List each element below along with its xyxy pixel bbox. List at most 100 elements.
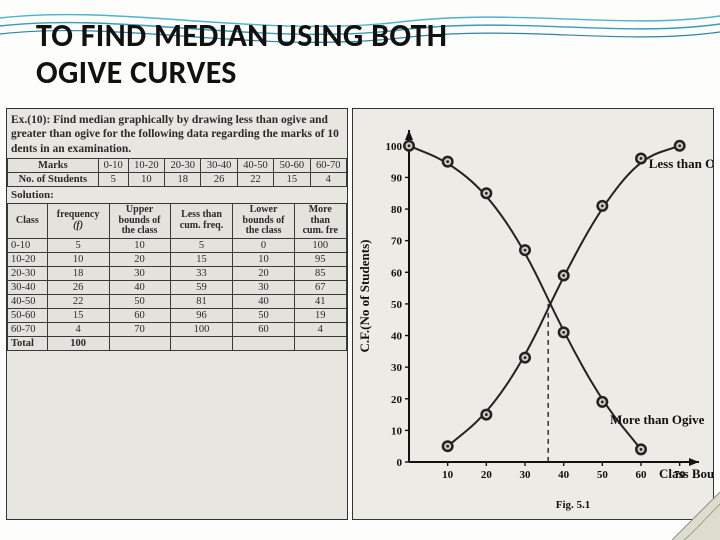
table-cell: 59	[170, 280, 233, 294]
table-row: 0-1051050100	[8, 238, 347, 252]
table-cell: 18	[47, 266, 109, 280]
marks-header-row: Marks 0-10 10-20 20-30 30-40 40-50 50-60…	[8, 159, 347, 173]
title-line-1: TO FIND MEDIAN USING BOTH	[36, 18, 447, 55]
svg-text:100: 100	[386, 141, 403, 153]
table-cell	[170, 336, 233, 350]
table-cell: 5	[47, 238, 109, 252]
ogive-chart: 010203040506070809010010203040506070C.F.…	[353, 109, 713, 519]
table-cell: 40	[233, 294, 294, 308]
exercise-line-2: greater than ogive for the following dat…	[11, 128, 339, 140]
table-cell: 50-60	[8, 308, 48, 322]
freq-header-row: Class frequency(f) Upperbounds ofthe cla…	[8, 204, 347, 239]
table-cell: 70	[109, 322, 170, 336]
table-cell: 10-20	[8, 252, 48, 266]
table-row: 10-201020151095	[8, 252, 347, 266]
page-title: TO FIND MEDIAN USING BOTH OGIVE CURVES	[36, 18, 447, 92]
table-cell: 60	[109, 308, 170, 322]
table-cell: 100	[170, 322, 233, 336]
table-row: 30-402640593067	[8, 280, 347, 294]
marks-table: Marks 0-10 10-20 20-30 30-40 40-50 50-60…	[7, 158, 347, 187]
marks-bin: 40-50	[237, 159, 273, 173]
table-row: 50-601560965019	[8, 308, 347, 322]
svg-text:60: 60	[391, 267, 403, 279]
table-row: 40-502250814041	[8, 294, 347, 308]
figure-caption: Fig. 5.1	[556, 499, 591, 511]
marks-count: 4	[310, 173, 346, 187]
svg-text:Class Boundaries: Class Boundaries	[659, 466, 713, 481]
marks-count-row: No. of Students 5 10 18 26 22 15 4	[8, 173, 347, 187]
marks-bin: 60-70	[310, 159, 346, 173]
table-cell: 100	[294, 238, 346, 252]
table-total-row: Total100	[8, 336, 347, 350]
solution-label: Solution:	[7, 187, 347, 203]
table-cell: 33	[170, 266, 233, 280]
exercise-line-1: Ex.(10): Find median graphically by draw…	[11, 114, 328, 126]
table-cell: 100	[47, 336, 109, 350]
table-cell: 95	[294, 252, 346, 266]
svg-text:60: 60	[636, 469, 648, 481]
table-row: 60-70470100604	[8, 322, 347, 336]
table-cell: 81	[170, 294, 233, 308]
table-cell: 4	[294, 322, 346, 336]
table-cell: Total	[8, 336, 48, 350]
svg-text:C.F.(No of Students): C.F.(No of Students)	[357, 240, 372, 353]
svg-text:30: 30	[391, 362, 403, 374]
marks-bin: 50-60	[274, 159, 310, 173]
more-than-label: More than Ogive	[610, 412, 705, 427]
table-cell: 50	[109, 294, 170, 308]
table-cell: 41	[294, 294, 346, 308]
svg-text:90: 90	[391, 172, 403, 184]
marks-count: 15	[274, 173, 310, 187]
table-cell: 30-40	[8, 280, 48, 294]
freq-col-f: frequency(f)	[47, 204, 109, 239]
marks-count: 18	[165, 173, 201, 187]
table-cell: 19	[294, 308, 346, 322]
table-cell: 15	[47, 308, 109, 322]
table-cell	[233, 336, 294, 350]
svg-text:40: 40	[558, 469, 570, 481]
table-cell: 5	[170, 238, 233, 252]
freq-col-lesscf: Less thancum. freq.	[170, 204, 233, 239]
svg-text:20: 20	[391, 394, 403, 406]
table-cell: 50	[233, 308, 294, 322]
marks-count: 26	[201, 173, 237, 187]
svg-text:40: 40	[391, 331, 403, 343]
freq-col-class: Class	[8, 204, 48, 239]
table-cell: 10	[109, 238, 170, 252]
table-cell: 10	[47, 252, 109, 266]
svg-text:20: 20	[481, 469, 493, 481]
exercise-line-3: dents in an examination.	[11, 143, 131, 155]
freq-col-lower: Lowerbounds ofthe class	[233, 204, 294, 239]
table-cell: 96	[170, 308, 233, 322]
svg-text:70: 70	[391, 236, 403, 248]
table-cell: 40	[109, 280, 170, 294]
table-cell: 10	[233, 252, 294, 266]
freq-col-upper: Upperbounds ofthe class	[109, 204, 170, 239]
table-cell: 85	[294, 266, 346, 280]
marks-bin: 0-10	[98, 159, 128, 173]
table-cell: 4	[47, 322, 109, 336]
svg-text:50: 50	[597, 469, 609, 481]
table-cell: 22	[47, 294, 109, 308]
svg-text:50: 50	[391, 299, 403, 311]
table-row: 20-301830332085	[8, 266, 347, 280]
freq-col-morecf: Morethancum. fre	[294, 204, 346, 239]
table-cell: 30	[109, 266, 170, 280]
svg-text:80: 80	[391, 204, 403, 216]
table-cell	[109, 336, 170, 350]
table-cell: 20	[109, 252, 170, 266]
table-cell: 26	[47, 280, 109, 294]
chart-panel: 010203040506070809010010203040506070C.F.…	[352, 108, 714, 520]
table-cell: 40-50	[8, 294, 48, 308]
marks-bin: 20-30	[165, 159, 201, 173]
left-panel: Ex.(10): Find median graphically by draw…	[6, 108, 348, 520]
svg-text:10: 10	[442, 469, 454, 481]
table-cell: 20-30	[8, 266, 48, 280]
page-curl-icon	[672, 492, 720, 540]
svg-text:30: 30	[520, 469, 532, 481]
svg-text:0: 0	[397, 457, 403, 469]
table-cell: 20	[233, 266, 294, 280]
frequency-table: Class frequency(f) Upperbounds ofthe cla…	[7, 203, 347, 351]
table-cell: 0	[233, 238, 294, 252]
table-cell	[294, 336, 346, 350]
